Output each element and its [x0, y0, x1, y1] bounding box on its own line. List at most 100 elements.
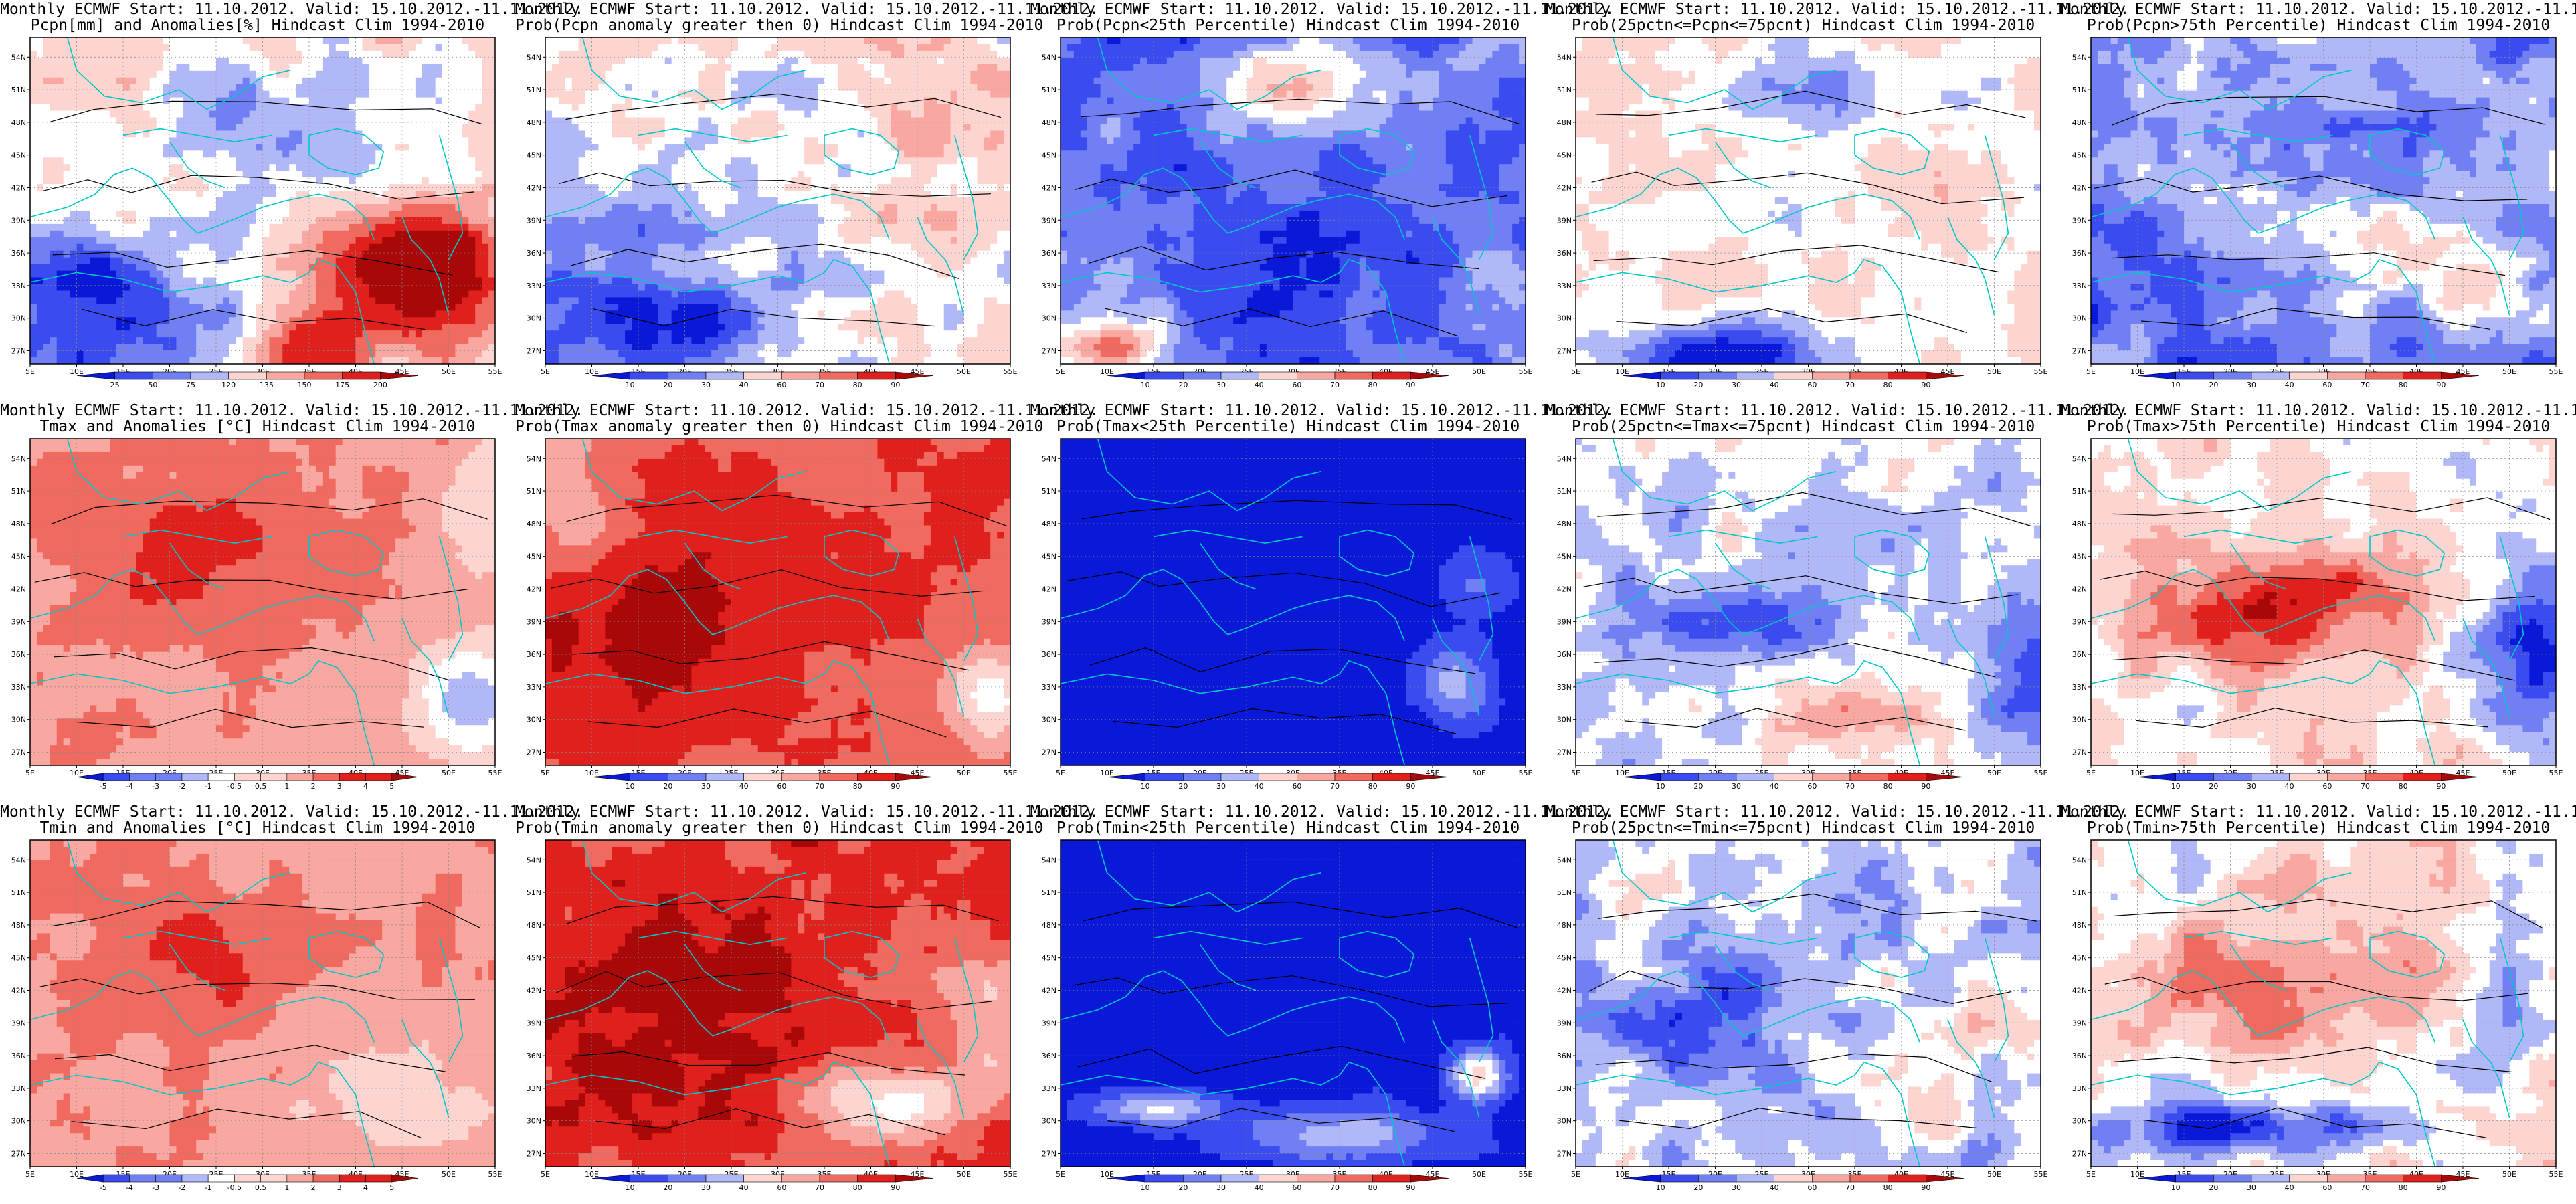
heatmap-cell — [276, 164, 283, 171]
heatmap-cell — [870, 171, 879, 178]
heatmap-cell — [598, 50, 606, 58]
y-tick-label: 54N — [11, 53, 26, 62]
heatmap-cell — [612, 50, 619, 58]
heatmap-cell — [558, 97, 566, 105]
heatmap-cell — [963, 84, 972, 92]
heatmap-cell — [229, 217, 237, 225]
heatmap-cell — [362, 237, 369, 245]
heatmap-cell — [249, 164, 257, 171]
heatmap-cell — [90, 64, 97, 72]
heatmap-cell — [644, 110, 652, 118]
heatmap-cell — [30, 304, 37, 311]
heatmap-cell — [725, 117, 732, 125]
heatmap-cell — [43, 337, 51, 344]
heatmap-cell — [422, 284, 430, 292]
heatmap-cell — [70, 84, 78, 92]
heatmap-cell — [651, 157, 659, 165]
heatmap-cell — [322, 304, 330, 311]
heatmap-cell — [136, 70, 144, 78]
heatmap-cell — [475, 237, 482, 245]
heatmap-cell — [475, 344, 482, 351]
heatmap-cell — [651, 43, 659, 52]
heatmap-cell — [209, 310, 217, 318]
heatmap-cell — [891, 130, 898, 138]
heatmap-cell — [977, 117, 984, 125]
heatmap-cell — [718, 171, 725, 178]
heatmap-cell — [83, 243, 90, 252]
heatmap-cell — [448, 117, 456, 125]
heatmap-cell — [468, 230, 476, 238]
heatmap-cell — [565, 171, 573, 178]
heatmap-cell — [216, 90, 223, 98]
heatmap-cell — [943, 97, 951, 105]
heatmap-cell — [242, 171, 250, 178]
heatmap-cell — [90, 57, 97, 65]
heatmap-cell — [256, 57, 264, 65]
heatmap-cell — [309, 150, 316, 158]
heatmap-cell — [96, 243, 104, 252]
heatmap-cell — [269, 304, 276, 311]
heatmap-cell — [149, 130, 157, 138]
heatmap-cell — [455, 304, 462, 311]
heatmap-cell — [50, 137, 58, 144]
heatmap-cell — [408, 337, 416, 344]
heatmap-cell — [282, 117, 290, 125]
heatmap-cell — [664, 90, 672, 98]
heatmap-cell — [309, 84, 316, 92]
heatmap-cell — [402, 124, 409, 132]
heatmap-cell — [43, 150, 51, 158]
heatmap-cell — [50, 150, 58, 158]
heatmap-cell — [389, 177, 396, 185]
heatmap-cell — [222, 164, 230, 171]
heatmap-cell — [638, 164, 646, 171]
heatmap-cell — [578, 104, 586, 112]
heatmap-cell — [850, 150, 858, 158]
heatmap-cell — [183, 124, 190, 132]
heatmap-cell — [625, 43, 632, 52]
heatmap-cell — [488, 104, 495, 112]
heatmap-cell — [276, 171, 283, 178]
heatmap-cell — [777, 171, 786, 178]
heatmap-cell — [963, 43, 972, 52]
heatmap-cell — [442, 264, 450, 272]
heatmap-cell — [242, 290, 250, 298]
heatmap-cell — [850, 144, 858, 151]
heatmap-cell — [818, 130, 825, 138]
heatmap-cell — [382, 84, 389, 92]
colorbar-label: 120 — [221, 381, 236, 389]
heatmap-cell — [36, 243, 44, 252]
heatmap-cell — [671, 157, 679, 165]
heatmap-cell — [857, 37, 865, 45]
heatmap-cell — [183, 297, 190, 304]
heatmap-cell — [110, 171, 117, 178]
heatmap-cell — [818, 157, 825, 165]
heatmap-cell — [156, 230, 164, 238]
heatmap-cell — [70, 243, 78, 252]
heatmap-cell — [870, 157, 879, 165]
heatmap-cell — [612, 43, 619, 52]
panel-title-variable: Pcpn[mm] and Anomalies[%] Hindcast Clim … — [0, 17, 515, 33]
heatmap-cell — [242, 357, 250, 364]
heatmap-cell — [382, 184, 389, 191]
heatmap-cell — [116, 304, 124, 311]
heatmap-cell — [395, 330, 403, 338]
heatmap-cell — [30, 284, 37, 292]
heatmap-cell — [963, 157, 972, 165]
heatmap-cell — [462, 90, 469, 98]
heatmap-cell — [83, 164, 90, 171]
heatmap-cell — [222, 177, 230, 185]
heatmap-cell — [83, 203, 90, 211]
heatmap-cell — [977, 150, 984, 158]
heatmap-cell — [116, 337, 124, 344]
heatmap-cell — [565, 110, 573, 118]
heatmap-cell — [355, 330, 363, 338]
heatmap-cell — [156, 284, 164, 292]
heatmap-cell — [488, 217, 495, 225]
heatmap-cell — [375, 357, 383, 364]
heatmap-cell — [618, 43, 626, 52]
heatmap-cell — [428, 157, 436, 165]
heatmap-cell — [222, 43, 230, 52]
heatmap-cell — [169, 124, 177, 132]
heatmap-cell — [422, 117, 430, 125]
heatmap-cell — [408, 97, 416, 105]
